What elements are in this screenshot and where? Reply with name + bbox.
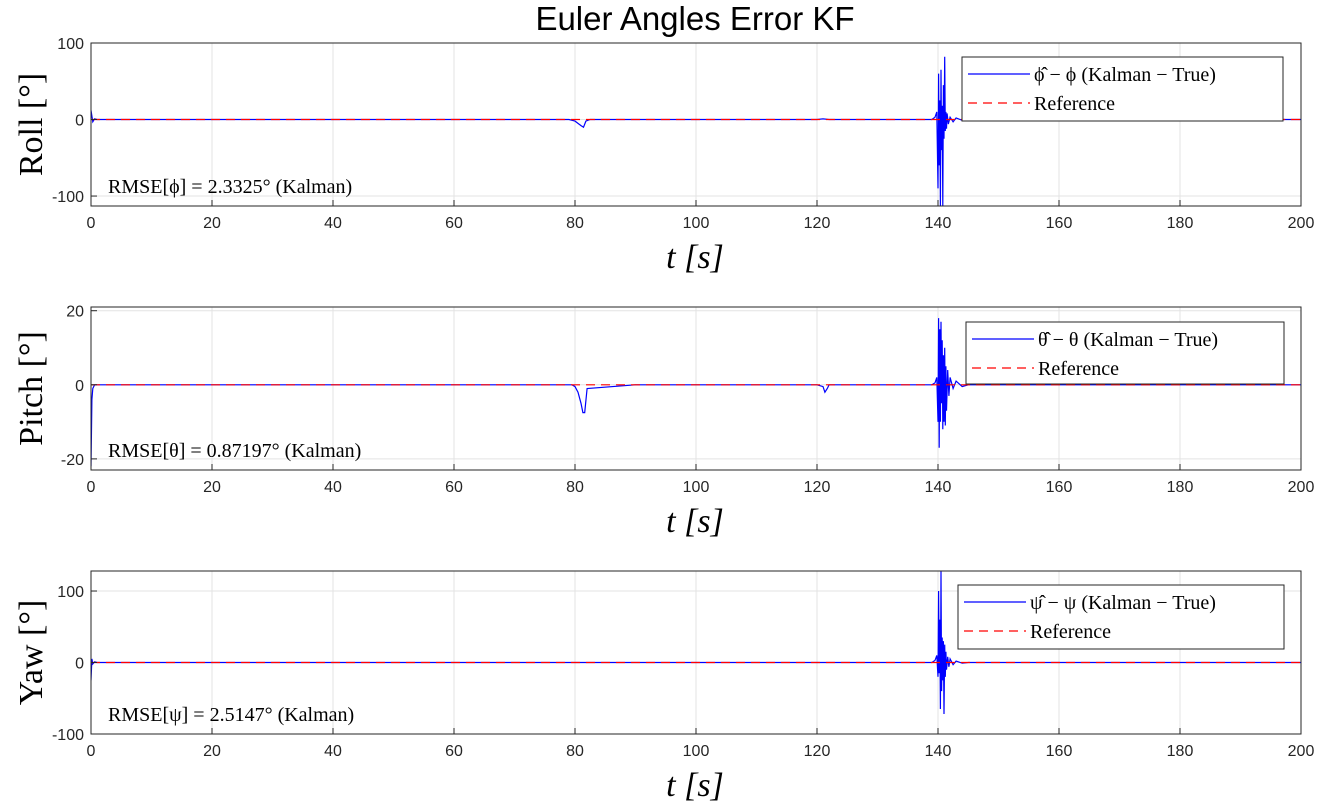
roll-x-tick-label: 20 — [203, 215, 221, 232]
roll-rmse-annotation: RMSE[ϕ] = 2.3325° (Kalman) — [108, 176, 352, 198]
pitch-y-tick-label: 20 — [66, 304, 84, 321]
pitch-x-tick-label: 0 — [87, 479, 96, 496]
yaw-x-tick-label: 100 — [683, 743, 710, 760]
yaw-legend: ψ̂ − ψ (Kalman − True) Reference — [957, 584, 1285, 650]
roll-x-axis-label: t [s] — [666, 239, 724, 276]
roll-y-tick-label: 0 — [75, 113, 84, 130]
roll-x-tick-label: 40 — [324, 215, 342, 232]
roll-y-axis-label: Roll [°] — [13, 73, 50, 176]
yaw-x-tick-label: 180 — [1167, 743, 1194, 760]
yaw-legend-box — [957, 584, 1285, 650]
yaw-x-tick-label: 40 — [324, 743, 342, 760]
yaw-x-tick-label: 200 — [1288, 743, 1315, 760]
pitch-x-tick-label: 20 — [203, 479, 221, 496]
pitch-x-tick-label: 100 — [683, 479, 710, 496]
yaw-x-tick-label: 120 — [804, 743, 831, 760]
yaw-y-axis-label: Yaw [°] — [13, 600, 50, 706]
roll-legend: ϕ̂ − ϕ (Kalman − True) Reference — [961, 56, 1284, 122]
figure-title: Euler Angles Error KF — [535, 0, 854, 37]
roll-legend-box — [961, 56, 1284, 122]
roll-x-tick-label: 80 — [566, 215, 584, 232]
yaw-x-axis-label: t [s] — [666, 767, 724, 804]
pitch-x-tick-label: 120 — [804, 479, 831, 496]
roll-x-tick-label: 0 — [87, 215, 96, 232]
roll-subplot: 0 20 40 60 80 100 120 140 160 180 2001000-100Roll … — [13, 36, 1314, 276]
roll-x-tick-label: 60 — [445, 215, 463, 232]
yaw-x-tick-label: 20 — [203, 743, 221, 760]
yaw-x-tick-label: 140 — [925, 743, 952, 760]
roll-x-tick-label: 160 — [1046, 215, 1073, 232]
pitch-x-tick-label: 60 — [445, 479, 463, 496]
pitch-legend: θ̂ − θ (Kalman − True) Reference — [965, 321, 1285, 385]
roll-legend-entry: ϕ̂ − ϕ (Kalman − True) — [1034, 64, 1216, 86]
pitch-y-axis-label: Pitch [°] — [13, 331, 50, 446]
pitch-rmse-annotation: RMSE[θ] = 0.87197° (Kalman) — [108, 440, 361, 462]
yaw-rmse-annotation: RMSE[ψ] = 2.5147° (Kalman) — [108, 704, 354, 726]
pitch-x-tick-label: 160 — [1046, 479, 1073, 496]
pitch-x-tick-label: 140 — [925, 479, 952, 496]
roll-x-tick-label: 100 — [683, 215, 710, 232]
yaw-x-tick-label: 60 — [445, 743, 463, 760]
pitch-x-tick-label: 180 — [1167, 479, 1194, 496]
roll-x-tick-label: 140 — [925, 215, 952, 232]
pitch-legend-box — [965, 321, 1285, 385]
yaw-x-tick-label: 160 — [1046, 743, 1073, 760]
roll-x-tick-label: 180 — [1167, 215, 1194, 232]
yaw-x-tick-label: 80 — [566, 743, 584, 760]
yaw-y-tick-label: 0 — [75, 656, 84, 673]
yaw-x-tick-label: 0 — [87, 743, 96, 760]
pitch-y-tick-label: 0 — [75, 378, 84, 395]
pitch-legend-entry: Reference — [1038, 358, 1119, 380]
pitch-y-tick-label: -20 — [61, 452, 84, 469]
yaw-legend-entry: ψ̂ − ψ (Kalman − True) — [1030, 592, 1216, 614]
roll-legend-entry: Reference — [1034, 93, 1115, 115]
pitch-legend-entry: θ̂ − θ (Kalman − True) — [1038, 329, 1218, 351]
pitch-x-tick-label: 40 — [324, 479, 342, 496]
roll-x-tick-label: 120 — [804, 215, 831, 232]
roll-y-tick-label: -100 — [52, 189, 84, 206]
yaw-legend-entry: Reference — [1030, 621, 1111, 643]
pitch-x-axis-label: t [s] — [666, 503, 724, 540]
yaw-y-tick-label: -100 — [52, 727, 84, 744]
roll-y-tick-label: 100 — [57, 36, 84, 53]
pitch-x-tick-label: 80 — [566, 479, 584, 496]
subplots: 0 20 40 60 80 100 120 140 160 180 2001000-100Roll … — [13, 36, 1314, 804]
roll-x-tick-label: 200 — [1288, 215, 1315, 232]
pitch-x-tick-label: 200 — [1288, 479, 1315, 496]
yaw-y-tick-label: 100 — [57, 584, 84, 601]
